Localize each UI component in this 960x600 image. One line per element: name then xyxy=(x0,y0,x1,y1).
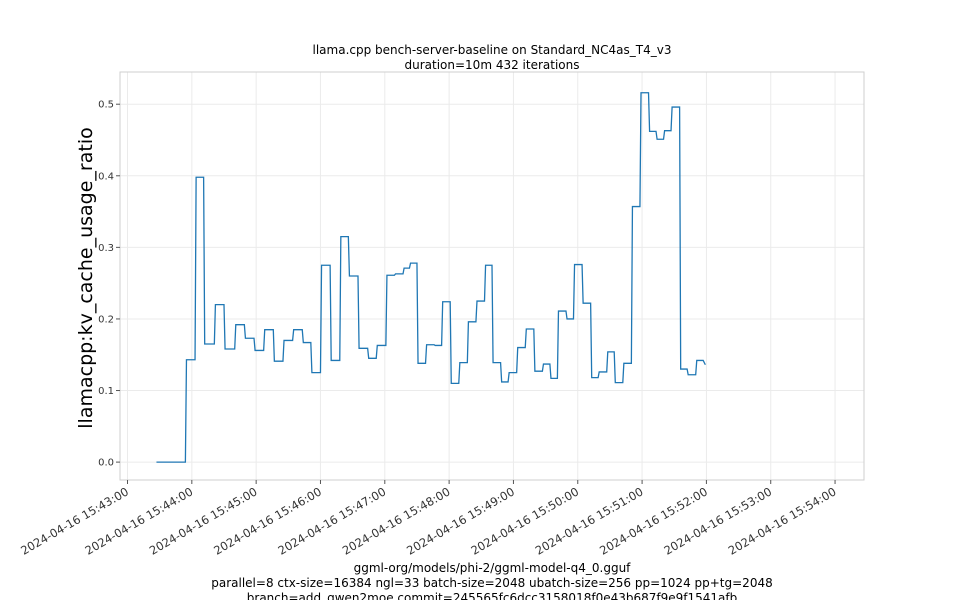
y-axis-label: llamacpp:kv_cache_usage_ratio xyxy=(75,127,97,428)
y-tick-label: 0.3 xyxy=(98,243,114,254)
x-tick-label: 2024-04-16 15:53:00 xyxy=(661,484,774,557)
x-tick-label: 2024-04-16 15:46:00 xyxy=(211,484,324,557)
chart-subtitle: duration=10m 432 iterations xyxy=(405,58,580,72)
x-tick-label: 2024-04-16 15:43:00 xyxy=(18,484,131,557)
x-tick-label: 2024-04-16 15:49:00 xyxy=(404,484,517,557)
x-tick-label: 2024-04-16 15:44:00 xyxy=(83,484,196,557)
x-tick-label: 2024-04-16 15:52:00 xyxy=(597,484,710,557)
y-tick-label: 0.4 xyxy=(98,171,114,182)
x-tick-label: 2024-04-16 15:47:00 xyxy=(276,484,389,557)
footer-branch: branch=add_qwen2moe commit=245565fc6dcc3… xyxy=(247,591,737,600)
x-tick-label: 2024-04-16 15:50:00 xyxy=(468,484,581,557)
y-tick-label: 0.0 xyxy=(98,458,114,469)
x-tick-label: 2024-04-16 15:48:00 xyxy=(340,484,453,557)
x-tick-label: 2024-04-16 15:54:00 xyxy=(726,484,839,557)
footer-model: ggml-org/models/phi-2/ggml-model-q4_0.gg… xyxy=(354,561,632,575)
y-tick-label: 0.1 xyxy=(98,386,114,397)
chart-title: llama.cpp bench-server-baseline on Stand… xyxy=(313,43,672,57)
x-tick-label: 2024-04-16 15:45:00 xyxy=(147,484,260,557)
y-axis-ticks: 0.0 0.1 0.2 0.3 0.4 0.5 xyxy=(98,100,120,469)
y-tick-label: 0.5 xyxy=(98,100,114,111)
series-line-kv-cache xyxy=(156,92,706,463)
grid-lines xyxy=(120,72,864,480)
footer-params: parallel=8 ctx-size=16384 ngl=33 batch-s… xyxy=(211,576,772,590)
x-tick-label: 2024-04-16 15:51:00 xyxy=(533,484,646,557)
y-tick-label: 0.2 xyxy=(98,314,114,325)
